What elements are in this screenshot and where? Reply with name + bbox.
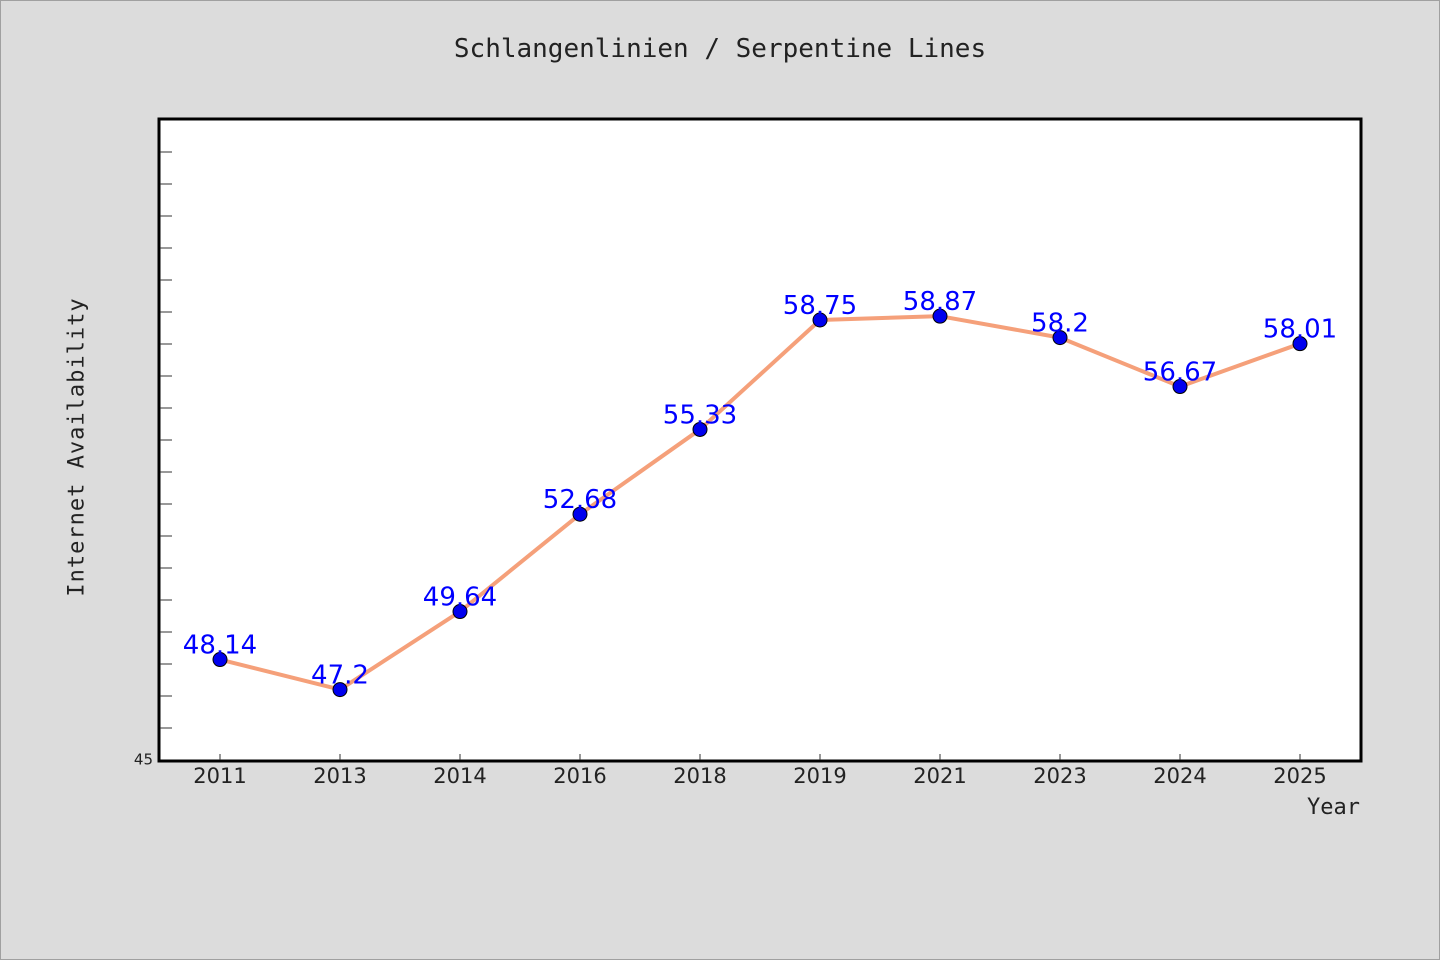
data-label: 58.87 (903, 287, 977, 317)
x-axis-tick-labels: 2011 2013 2014 2016 2018 2019 2021 2023 2024 2025 (193, 754, 1327, 788)
data-label: 58.2 (1031, 309, 1089, 339)
y-axis-ticks: 45 (134, 151, 172, 769)
data-label: 49.64 (423, 583, 497, 613)
x-tick-label: 2011 (193, 764, 246, 788)
data-label: 58.75 (783, 291, 857, 321)
data-point (812, 312, 828, 328)
x-tick-label: 2013 (313, 764, 366, 788)
x-axis-label: Year (1307, 795, 1360, 820)
x-tick-label: 2023 (1033, 764, 1086, 788)
data-point (1052, 330, 1068, 346)
x-tick-label: 2024 (1153, 764, 1206, 788)
chart-title: Schlangenlinien / Serpentine Lines (453, 34, 987, 64)
series-layer: 48.14 47.2 49.64 52.68 55.33 58.75 58.87 58.2 56… (183, 287, 1337, 698)
plot-area (157, 117, 1363, 763)
data-label: 56.67 (1143, 358, 1217, 388)
x-tick-label: 2025 (1273, 764, 1326, 788)
data-point (932, 308, 948, 324)
data-point (452, 604, 468, 620)
data-label: 58.01 (1263, 315, 1337, 345)
y-tick-label: 45 (134, 751, 153, 769)
x-tick-label: 2016 (553, 764, 606, 788)
x-tick-label: 2019 (793, 764, 846, 788)
data-label: 48.14 (183, 631, 257, 661)
data-label: 52.68 (543, 485, 617, 515)
data-point (332, 682, 348, 698)
series-line (218, 314, 1302, 692)
data-label: 47.2 (311, 661, 369, 691)
data-point (1172, 379, 1188, 395)
x-tick-label: 2018 (673, 764, 726, 788)
data-point (212, 652, 228, 668)
x-tick-label: 2014 (433, 764, 486, 788)
data-point (1292, 336, 1308, 352)
data-label: 55.33 (663, 400, 737, 430)
x-tick-label: 2021 (913, 764, 966, 788)
data-point (692, 421, 708, 437)
data-point (572, 506, 588, 522)
